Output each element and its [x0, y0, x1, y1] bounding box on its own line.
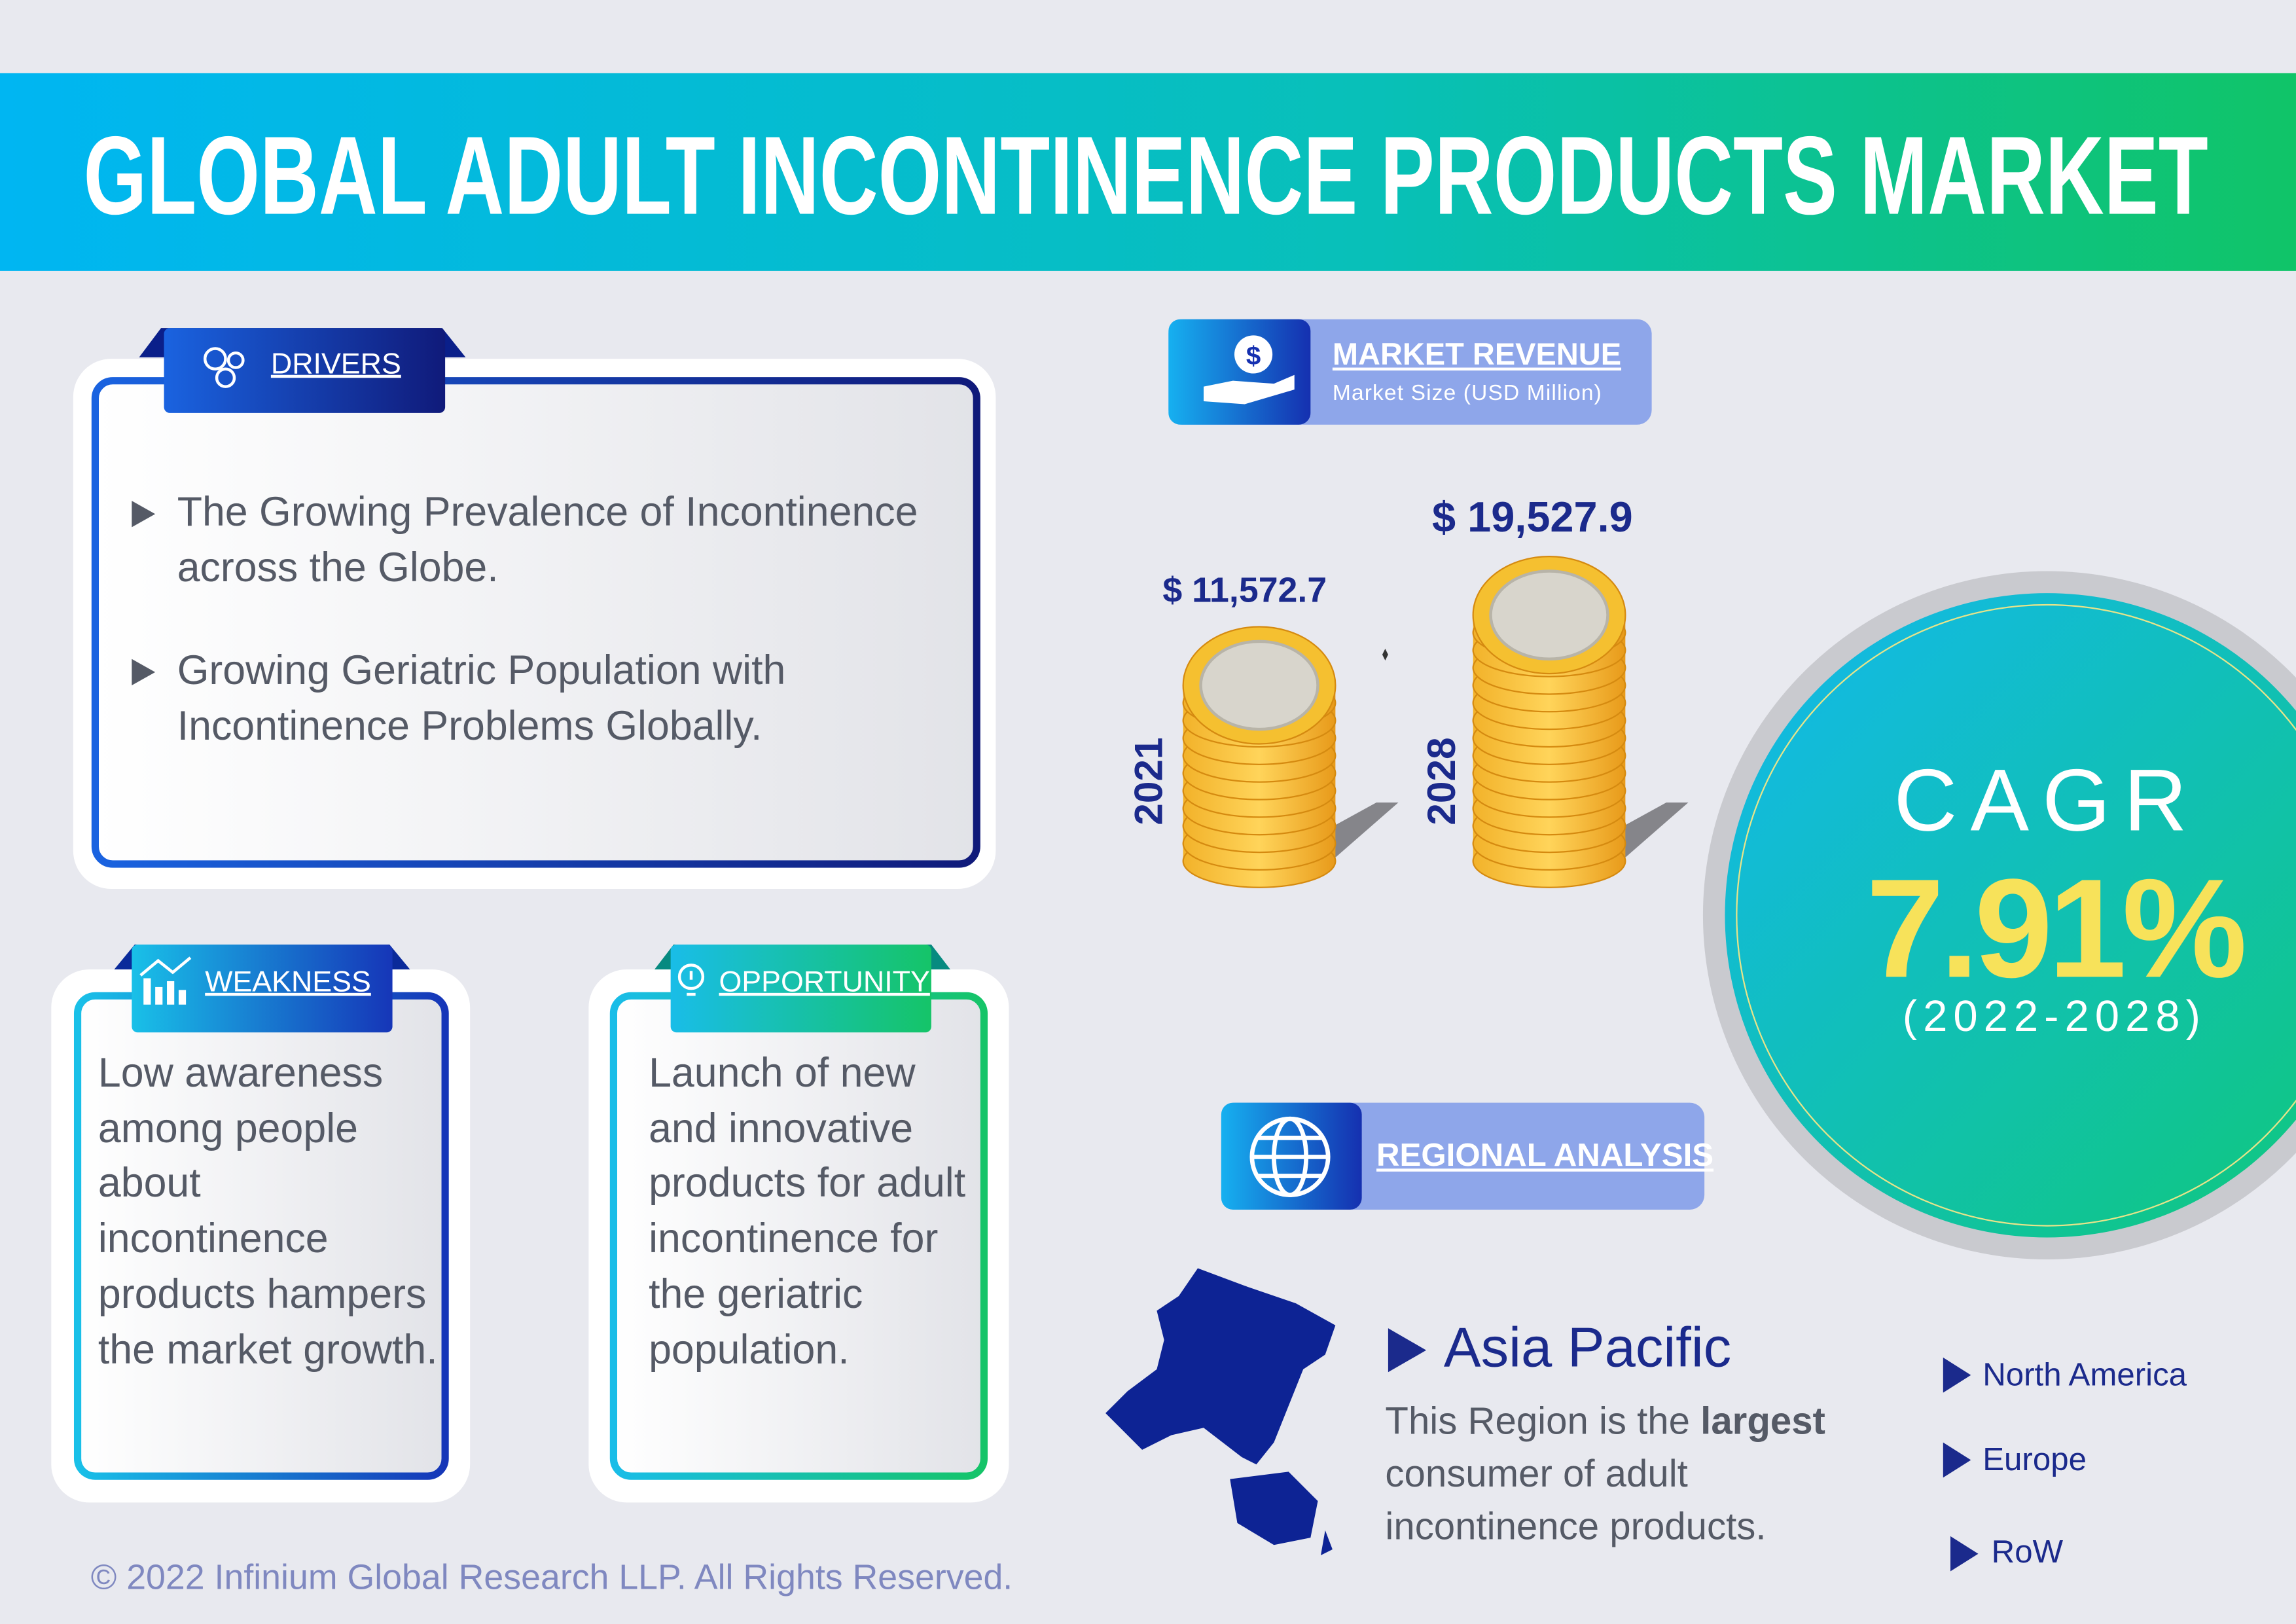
revenue-year: 2021	[1126, 737, 1171, 825]
coin-part	[1489, 569, 1609, 660]
bulb-icon	[677, 964, 705, 996]
hand-dollar-icon: $	[1204, 335, 1295, 405]
opportunity-text: Launch of new and innovative products fo…	[649, 1050, 966, 1372]
coin-stacks	[1182, 556, 1689, 888]
other-region: North America	[1982, 1356, 2187, 1393]
region-description: This Region is the largest consumer of a…	[1385, 1394, 1868, 1553]
regional-title: REGIONAL ANALYSIS	[1376, 1136, 1714, 1174]
svg-text:$: $	[1246, 341, 1261, 370]
coin-part	[1199, 640, 1319, 731]
footer: © 2022 Infinium Global Research LLP. All…	[90, 1558, 1013, 1598]
bullet	[1943, 1442, 1971, 1478]
cagr-inner-line	[1736, 604, 2296, 1227]
weakness-tab	[132, 945, 393, 1033]
sparkle	[1382, 649, 1388, 660]
header-band	[0, 73, 2296, 271]
chart-icon	[139, 956, 192, 1005]
description-text: This Region is the	[1385, 1398, 1701, 1443]
leading-region: Asia Pacific	[1443, 1318, 1732, 1380]
globe-icon	[1249, 1116, 1331, 1197]
bullet	[1950, 1536, 1979, 1572]
revenue-value: $ 11,572.7	[1162, 571, 1327, 611]
driver-item: The Growing Prevalence of Incontinence a…	[177, 489, 918, 590]
opportunity-tab	[670, 945, 931, 1033]
cagr-label: CAGR	[1893, 751, 2200, 850]
description-text: consumer of adult incontinence products.	[1385, 1451, 1767, 1548]
other-region: Europe	[1982, 1441, 2087, 1478]
drivers-tab	[164, 328, 446, 413]
bullet	[132, 501, 156, 528]
drivers-title: DRIVERS	[270, 348, 401, 381]
revenue-title: MARKET REVENUE	[1332, 338, 1622, 372]
revenue-value: $ 19,527.9	[1432, 495, 1633, 542]
bullet	[1943, 1357, 1971, 1393]
cagr-period: (2022-2028)	[1902, 992, 2206, 1041]
gears-icon	[203, 347, 245, 388]
cagr-disc	[1725, 593, 2296, 1238]
revenue-year: 2028	[1420, 737, 1464, 825]
asia-pacific-map	[1105, 1268, 1336, 1555]
revenue-icon-box	[1168, 319, 1311, 425]
bullet	[1388, 1328, 1427, 1373]
description-emphasis: largest	[1700, 1398, 1825, 1443]
opportunity-title: OPPORTUNITY	[719, 966, 930, 999]
drivers-frame	[91, 377, 980, 868]
weakness-text: Low awareness among people about inconti…	[98, 1050, 438, 1372]
weakness-title: WEAKNESS	[205, 966, 371, 999]
header-title: GLOBAL ADULT INCONTINENCE PRODUCTS MARKE…	[84, 114, 2208, 238]
cagr-value: 7.91%	[1866, 850, 2247, 1008]
bullet	[132, 659, 156, 686]
revenue-subtitle: Market Size (USD Million)	[1332, 380, 1602, 406]
other-region: RoW	[1991, 1533, 2064, 1570]
driver-item: Growing Geriatric Population with Incont…	[177, 647, 786, 748]
